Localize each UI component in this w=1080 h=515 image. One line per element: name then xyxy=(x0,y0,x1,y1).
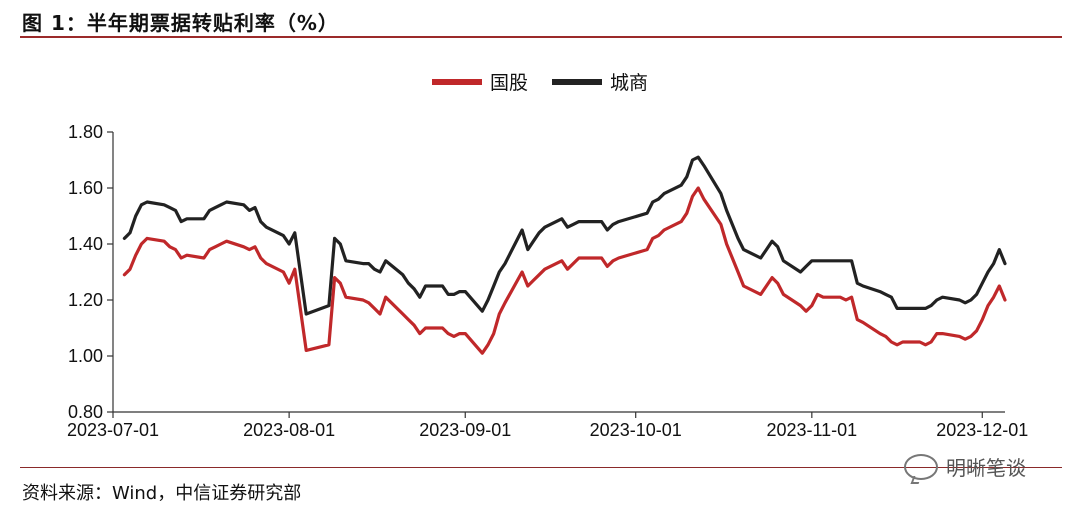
y-tick-label: 1.80 xyxy=(68,122,103,142)
series-line-国股 xyxy=(122,186,1007,355)
x-tick-label: 2023-11-01 xyxy=(766,420,857,440)
source-rule xyxy=(20,467,1062,468)
x-tick-label: 2023-08-01 xyxy=(243,420,335,440)
series-group xyxy=(122,155,1007,355)
x-tick-label: 2023-10-01 xyxy=(590,420,682,440)
x-axis: 2023-07-01 2023-08-01 2023-09-01 2023-10-01… xyxy=(67,411,1028,440)
source-note: 资料来源：Wind，中信证券研究部 xyxy=(22,483,302,504)
watermark: 明晰笔谈 xyxy=(904,452,1026,481)
watermark-text: 明晰笔谈 xyxy=(946,456,1026,480)
line-chart: 国股 城商 1.80 1.60 1.40 1.20 1.00 0.80 2023-07-01… xyxy=(67,72,1028,440)
y-axis: 1.80 1.60 1.40 1.20 1.00 0.80 xyxy=(68,122,114,422)
legend-label: 国股 xyxy=(490,72,528,94)
x-tick-label: 2023-07-01 xyxy=(67,420,159,440)
x-tick-label: 2023-09-01 xyxy=(419,420,511,440)
series-line-城商 xyxy=(122,155,1007,316)
y-tick-label: 1.00 xyxy=(68,346,103,366)
legend: 国股 城商 xyxy=(432,72,648,94)
y-tick-label: 1.20 xyxy=(68,290,103,310)
legend-label: 城商 xyxy=(610,72,648,94)
chat-bubble-icon xyxy=(904,453,938,480)
y-tick-label: 1.40 xyxy=(68,234,103,254)
y-tick-label: 1.60 xyxy=(68,178,103,198)
figure-title: 图 1：半年期票据转贴利率（%） xyxy=(22,11,339,35)
title-rule xyxy=(20,36,1062,38)
x-tick-label: 2023-12-01 xyxy=(936,420,1028,440)
y-tick-label: 0.80 xyxy=(68,402,103,422)
